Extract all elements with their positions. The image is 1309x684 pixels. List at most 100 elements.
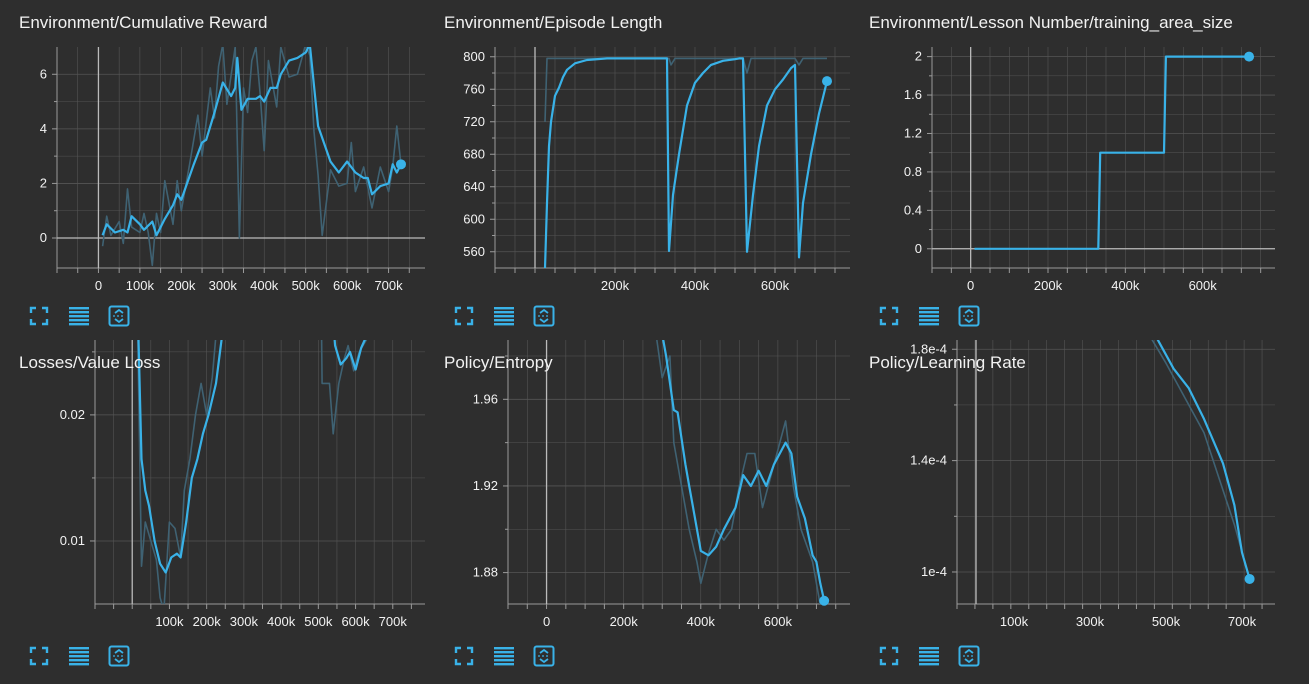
fullscreen-button[interactable] xyxy=(28,645,50,667)
x-tick-label: 700k xyxy=(374,278,403,293)
toggle-log-icon xyxy=(69,647,89,666)
y-tick-label: 0.8 xyxy=(904,164,922,179)
chart-plot[interactable]: 0 0.4 0.8 1.2 1.6 2 0 200k 400k 600k xyxy=(850,0,1275,300)
last-point-marker xyxy=(819,595,830,606)
fit-domain-button[interactable] xyxy=(108,645,130,667)
x-tick-label: 600k xyxy=(333,278,362,293)
x-tick-label: 200k xyxy=(1034,278,1063,293)
x-tick-label: 500k xyxy=(292,278,321,293)
chart-plot[interactable]: 1e-41.4e-41.8e-42.2e-42.6e-4100k300k500k… xyxy=(850,340,1275,640)
x-tick-label: 300k xyxy=(230,614,259,629)
y-tick-label: 800 xyxy=(463,49,485,64)
toggle-log-button[interactable] xyxy=(493,305,515,327)
fit-domain-icon xyxy=(533,645,555,667)
x-tick-label: 300k xyxy=(209,278,238,293)
fullscreen-button[interactable] xyxy=(878,305,900,327)
fullscreen-button[interactable] xyxy=(453,305,475,327)
chart-title: Environment/Lesson Number/training_area_… xyxy=(869,13,1233,32)
fullscreen-button[interactable] xyxy=(28,305,50,327)
fit-domain-button[interactable] xyxy=(533,645,555,667)
y-tick-label: 2 xyxy=(40,175,47,190)
y-tick-label: 760 xyxy=(463,81,485,96)
x-tick-label: 300k xyxy=(1076,614,1105,629)
smoothed-series-line xyxy=(101,47,402,237)
fit-domain-icon xyxy=(958,645,980,667)
y-tick-label: 1.96 xyxy=(473,391,498,406)
y-tick-label: 2 xyxy=(915,49,922,64)
last-point-marker xyxy=(1244,51,1255,62)
raw-series-line xyxy=(137,340,368,604)
y-tick-label: 600 xyxy=(463,211,485,226)
fit-domain-icon xyxy=(958,305,980,327)
chart-title: Policy/Entropy xyxy=(444,353,553,372)
toggle-log-button[interactable] xyxy=(918,645,940,667)
fullscreen-icon xyxy=(454,646,474,666)
fit-domain-button[interactable] xyxy=(958,305,980,327)
x-tick-label: 600k xyxy=(761,278,790,293)
fit-domain-button[interactable] xyxy=(958,645,980,667)
x-tick-label: 400k xyxy=(687,614,716,629)
y-tick-label: 0.01 xyxy=(60,533,85,548)
fullscreen-icon xyxy=(29,306,49,326)
chart-plot[interactable]: 0 2 4 6 0 100k 200k 300k 400k 500k 600k 700k xyxy=(0,0,425,300)
x-tick-label: 600k xyxy=(1189,278,1218,293)
y-tick-label: 1.6 xyxy=(904,87,922,102)
y-tick-label: 0 xyxy=(40,230,47,245)
smoothed-series-line xyxy=(662,340,826,602)
x-tick-label: 700k xyxy=(379,614,408,629)
chart-plot[interactable]: 560 600 640 680 720 760 800 200k 400k 600k xyxy=(425,0,850,300)
chart-plot[interactable]: 0.010.020.030.04100k200k300k400k500k600k… xyxy=(0,340,425,640)
toggle-log-icon xyxy=(494,307,514,326)
x-tick-label: 0 xyxy=(95,278,102,293)
x-tick-label: 100k xyxy=(126,278,155,293)
x-tick-label: 400k xyxy=(267,614,296,629)
fullscreen-button[interactable] xyxy=(453,645,475,667)
chart-card: 0.010.020.030.04100k200k300k400k500k600k… xyxy=(0,340,425,680)
x-tick-label: 100k xyxy=(1000,614,1029,629)
x-tick-label: 400k xyxy=(250,278,279,293)
raw-series-line xyxy=(101,47,402,267)
toggle-log-button[interactable] xyxy=(68,645,90,667)
x-tick-label: 400k xyxy=(681,278,710,293)
fit-domain-button[interactable] xyxy=(533,305,555,327)
fullscreen-button[interactable] xyxy=(878,645,900,667)
x-tick-label: 200k xyxy=(167,278,196,293)
fit-domain-icon xyxy=(533,305,555,327)
raw-series-line xyxy=(656,340,825,604)
toggle-log-button[interactable] xyxy=(68,305,90,327)
x-tick-label: 600k xyxy=(341,614,370,629)
x-tick-label: 500k xyxy=(304,614,333,629)
x-tick-label: 200k xyxy=(601,278,630,293)
y-tick-label: 720 xyxy=(463,114,485,129)
chart-card: 560 600 640 680 720 760 800 200k 400k 600k Environ… xyxy=(425,0,850,340)
toggle-log-icon xyxy=(69,307,89,326)
chart-card: 1.881.921.9622.042.082.120200k400k600kPo… xyxy=(425,340,850,680)
toggle-log-button[interactable] xyxy=(918,305,940,327)
raw-series-line xyxy=(1151,340,1251,580)
y-tick-label: 1.92 xyxy=(473,478,498,493)
x-tick-label: 0 xyxy=(967,278,974,293)
y-tick-label: 1.2 xyxy=(904,125,922,140)
fullscreen-icon xyxy=(879,646,899,666)
toggle-log-button[interactable] xyxy=(493,645,515,667)
y-tick-label: 6 xyxy=(40,66,47,81)
chart-title: Environment/Episode Length xyxy=(444,13,663,32)
y-tick-label: 0 xyxy=(915,241,922,256)
toggle-log-icon xyxy=(494,647,514,666)
x-tick-label: 0 xyxy=(543,614,550,629)
chart-title: Policy/Learning Rate xyxy=(869,353,1026,372)
x-tick-label: 200k xyxy=(610,614,639,629)
fullscreen-icon xyxy=(454,306,474,326)
chart-title: Losses/Value Loss xyxy=(19,353,161,372)
chart-title: Environment/Cumulative Reward xyxy=(19,13,268,32)
y-tick-label: 640 xyxy=(463,179,485,194)
y-tick-label: 1.4e-4 xyxy=(910,453,947,468)
x-tick-label: 700k xyxy=(1228,614,1257,629)
fullscreen-icon xyxy=(29,646,49,666)
toggle-log-icon xyxy=(919,647,939,666)
x-tick-label: 100k xyxy=(155,614,184,629)
fit-domain-icon xyxy=(108,645,130,667)
chart-plot[interactable]: 1.881.921.9622.042.082.120200k400k600k xyxy=(425,340,850,640)
last-point-marker xyxy=(822,76,832,87)
fit-domain-button[interactable] xyxy=(108,305,130,327)
